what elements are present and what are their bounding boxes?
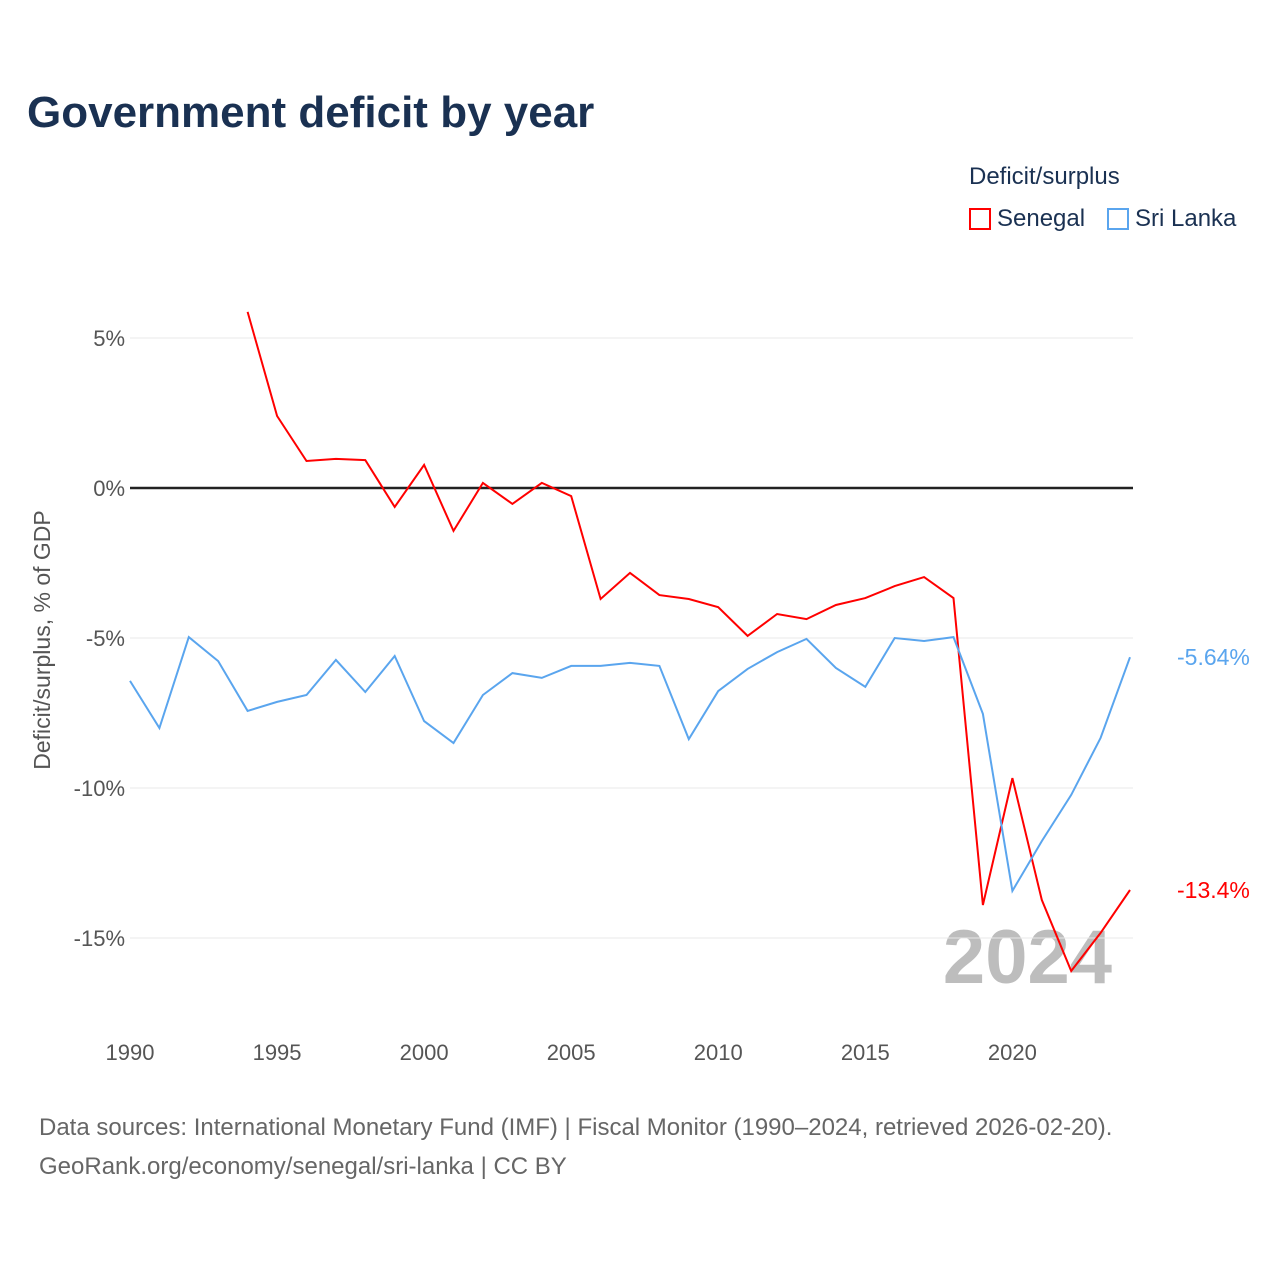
- legend-label-sri-lanka: Sri Lanka: [1135, 205, 1237, 232]
- y-tick-label: -15%: [74, 926, 125, 951]
- y-tick-label: -5%: [86, 626, 125, 651]
- footer: Data sources: International Monetary Fun…: [39, 1108, 1112, 1186]
- flag-star: ★: [1152, 883, 1165, 899]
- legend-swatch-senegal: [969, 208, 991, 230]
- series-line-senegal: [246, 311, 1131, 973]
- flag-senegal-icon: ★: [1143, 875, 1173, 905]
- legend-swatch-sri-lanka: [1107, 208, 1129, 230]
- x-tick-label: 2020: [988, 1040, 1037, 1065]
- flag-stripe: [1150, 642, 1156, 672]
- flag-sri-lanka-icon: [1143, 642, 1173, 672]
- footer-sources: Data sources: International Monetary Fun…: [39, 1114, 1113, 1141]
- x-tick-label: 2000: [400, 1040, 449, 1065]
- y-tick-label: 0%: [93, 476, 125, 501]
- flag-stripe: [1153, 875, 1163, 905]
- legend-label-senegal: Senegal: [997, 205, 1086, 232]
- y-tick-label: 5%: [93, 326, 125, 351]
- flag-stripe: [1143, 875, 1153, 905]
- end-label-sri-lanka: -5.64%: [1177, 644, 1250, 670]
- y-axis-label: Deficit/surplus, % of GDP: [29, 510, 55, 769]
- x-tick-label: 2015: [841, 1040, 890, 1065]
- year-watermark: 2024: [943, 915, 1112, 1000]
- legend-item-sri-lanka[interactable]: Sri Lanka: [1107, 205, 1236, 233]
- x-tick-label: 2010: [694, 1040, 743, 1065]
- flag-bg: [1143, 642, 1173, 672]
- series-line-sri-lanka: [129, 635, 1131, 894]
- flag-panel: [1158, 644, 1171, 670]
- end-label-senegal: -13.4%: [1177, 877, 1250, 903]
- flag-stripe: [1143, 642, 1150, 672]
- x-tick-label: 2005: [547, 1040, 596, 1065]
- chart-title: Government deficit by year: [27, 88, 595, 137]
- legend-title: Deficit/surplus: [969, 163, 1120, 190]
- y-tick-label: -10%: [74, 776, 125, 801]
- flag-stripe: [1163, 875, 1173, 905]
- x-tick-label: 1995: [253, 1040, 302, 1065]
- legend-item-senegal[interactable]: Senegal: [969, 205, 1085, 233]
- footer-link[interactable]: GeoRank.org/economy/senegal/sri-lanka | …: [39, 1153, 567, 1180]
- x-tick-label: 1990: [106, 1040, 155, 1065]
